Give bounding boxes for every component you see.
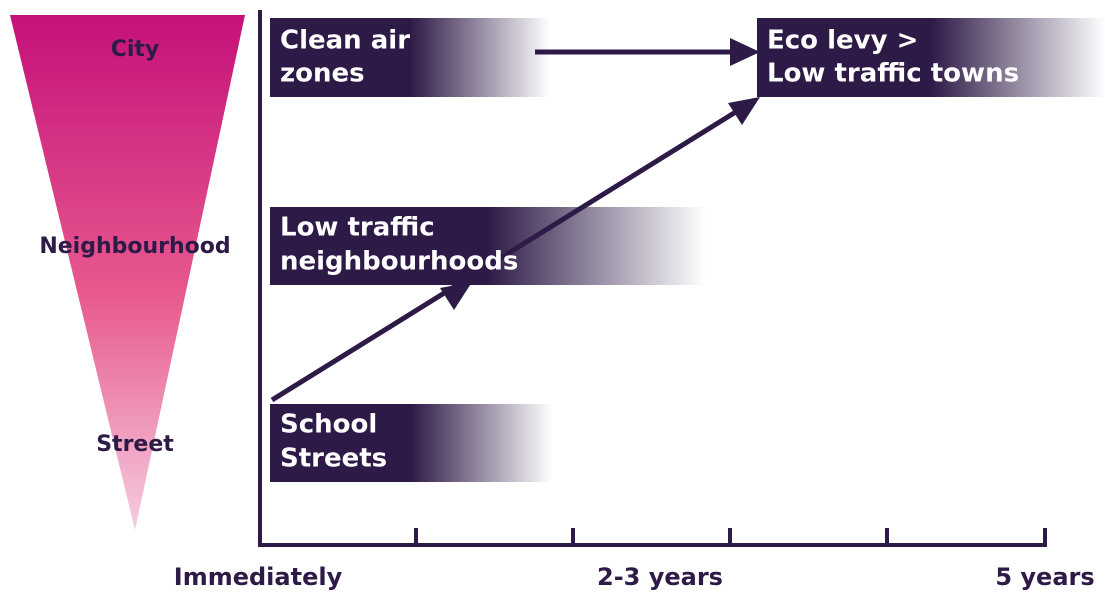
level-label: Neighbourhood xyxy=(39,234,230,259)
box-text: Streets xyxy=(280,444,387,474)
axis-label: 2-3 years xyxy=(597,563,723,591)
scale-triangle xyxy=(10,15,245,530)
box-text: Low traffic towns xyxy=(767,59,1019,89)
arrowhead xyxy=(730,38,760,66)
axis-label: Immediately xyxy=(174,563,343,591)
box-text: School xyxy=(280,410,377,440)
box-text: Clean air xyxy=(280,26,410,56)
box xyxy=(270,207,705,285)
level-label: City xyxy=(111,37,160,62)
box-text: zones xyxy=(280,59,365,89)
box xyxy=(270,404,552,482)
axes xyxy=(258,10,1047,547)
arrowhead xyxy=(728,97,760,125)
axis-label: 5 years xyxy=(995,563,1094,591)
box-text: Low traffic xyxy=(280,213,435,243)
box xyxy=(270,18,550,97)
arrowhead xyxy=(440,282,472,310)
box xyxy=(757,18,1105,97)
box-text: neighbourhoods xyxy=(280,247,518,277)
level-label: Street xyxy=(96,432,174,457)
box-text: Eco levy > xyxy=(767,26,918,56)
